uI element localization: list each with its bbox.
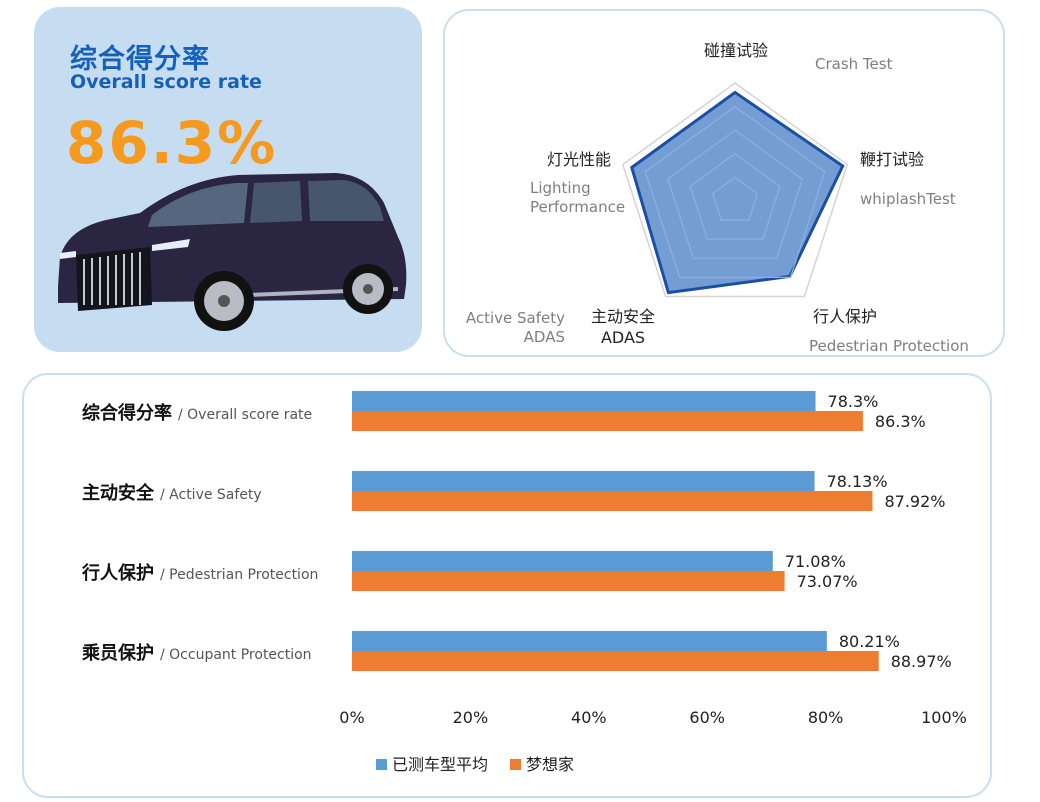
radar-axis-label-en: Pedestrian Protection bbox=[809, 337, 969, 355]
radar-inner-grid bbox=[689, 153, 781, 240]
radar-axis-label-en: whiplashTest bbox=[860, 190, 956, 208]
legend-swatch bbox=[376, 759, 387, 770]
x-tick-label: 40% bbox=[571, 708, 607, 727]
radar-chart: 碰撞试验 Crash Test 鞭打试验 whiplashTest 行人保护 Pedest… bbox=[466, 41, 969, 355]
radar-grid-ring bbox=[621, 82, 849, 298]
legend-swatch bbox=[510, 759, 521, 770]
bar-chart-panel: 综合得分率 / Overall score rate 78.3% 86.3% 主动安全 /… bbox=[22, 373, 992, 798]
radar-axis-label-en: Active Safety ADAS bbox=[466, 309, 565, 346]
bar-value-label: 88.97% bbox=[891, 652, 952, 671]
bar-dreamer bbox=[352, 651, 879, 671]
bar-value-label: 86.3% bbox=[875, 412, 926, 431]
score-title-en: Overall score rate bbox=[70, 71, 262, 93]
category-label: 行人保护 / Pedestrian Protection bbox=[81, 562, 318, 584]
legend-label: 已测车型平均 bbox=[392, 755, 488, 774]
score-card: 综合得分率 Overall score rate 86.3% bbox=[34, 7, 422, 352]
x-tick-label: 20% bbox=[453, 708, 489, 727]
bar-value-label: 78.3% bbox=[828, 392, 879, 411]
bar-average bbox=[352, 391, 816, 411]
x-tick-label: 0% bbox=[339, 708, 364, 727]
bar-average bbox=[352, 631, 827, 651]
radar-axis-label-en: Lighting Performance bbox=[530, 179, 625, 216]
radar-panel: 碰撞试验 Crash Test 鞭打试验 whiplashTest 行人保护 Pedest… bbox=[443, 9, 1005, 357]
x-tick-label: 100% bbox=[921, 708, 967, 727]
radar-axis-label-en: Crash Test bbox=[815, 55, 893, 73]
radar-axis-label-cn: 碰撞试验 bbox=[704, 41, 768, 60]
radar-axis-label-cn: 行人保护 bbox=[813, 307, 877, 326]
x-tick-label: 60% bbox=[689, 708, 725, 727]
bar-chart: 综合得分率 / Overall score rate 78.3%86.3% 主动安全 /… bbox=[81, 391, 967, 774]
bar-dreamer bbox=[352, 411, 863, 431]
category-label: 乘员保护 / Occupant Protection bbox=[81, 642, 312, 664]
bar-average bbox=[352, 471, 815, 491]
radar-axis-label-cn: 主动安全 ADAS bbox=[591, 307, 655, 347]
score-value: 86.3% bbox=[66, 109, 278, 177]
bar-value-label: 71.08% bbox=[785, 552, 846, 571]
bar-dreamer bbox=[352, 571, 785, 591]
radar-axis-label-cn: 鞭打试验 bbox=[860, 150, 924, 169]
bar-value-label: 80.21% bbox=[839, 632, 900, 651]
bar-average bbox=[352, 551, 773, 571]
legend-label: 梦想家 bbox=[526, 755, 574, 774]
radar-inner-grid bbox=[644, 105, 826, 278]
bar-dreamer bbox=[352, 491, 873, 511]
mpv-car-image bbox=[58, 173, 407, 331]
score-title-cn: 综合得分率 bbox=[70, 44, 210, 75]
radar-value-area bbox=[630, 90, 845, 295]
radar-axis-label-cn: 灯光性能 bbox=[547, 150, 611, 169]
x-tick-label: 80% bbox=[808, 708, 844, 727]
bar-value-label: 87.92% bbox=[884, 492, 945, 511]
radar-inner-grid bbox=[711, 176, 759, 221]
radar-inner-grid bbox=[666, 129, 804, 259]
category-label: 主动安全 / Active Safety bbox=[82, 482, 262, 504]
bar-value-label: 73.07% bbox=[797, 572, 858, 591]
bar-value-label: 78.13% bbox=[827, 472, 888, 491]
category-label: 综合得分率 / Overall score rate bbox=[82, 402, 312, 424]
